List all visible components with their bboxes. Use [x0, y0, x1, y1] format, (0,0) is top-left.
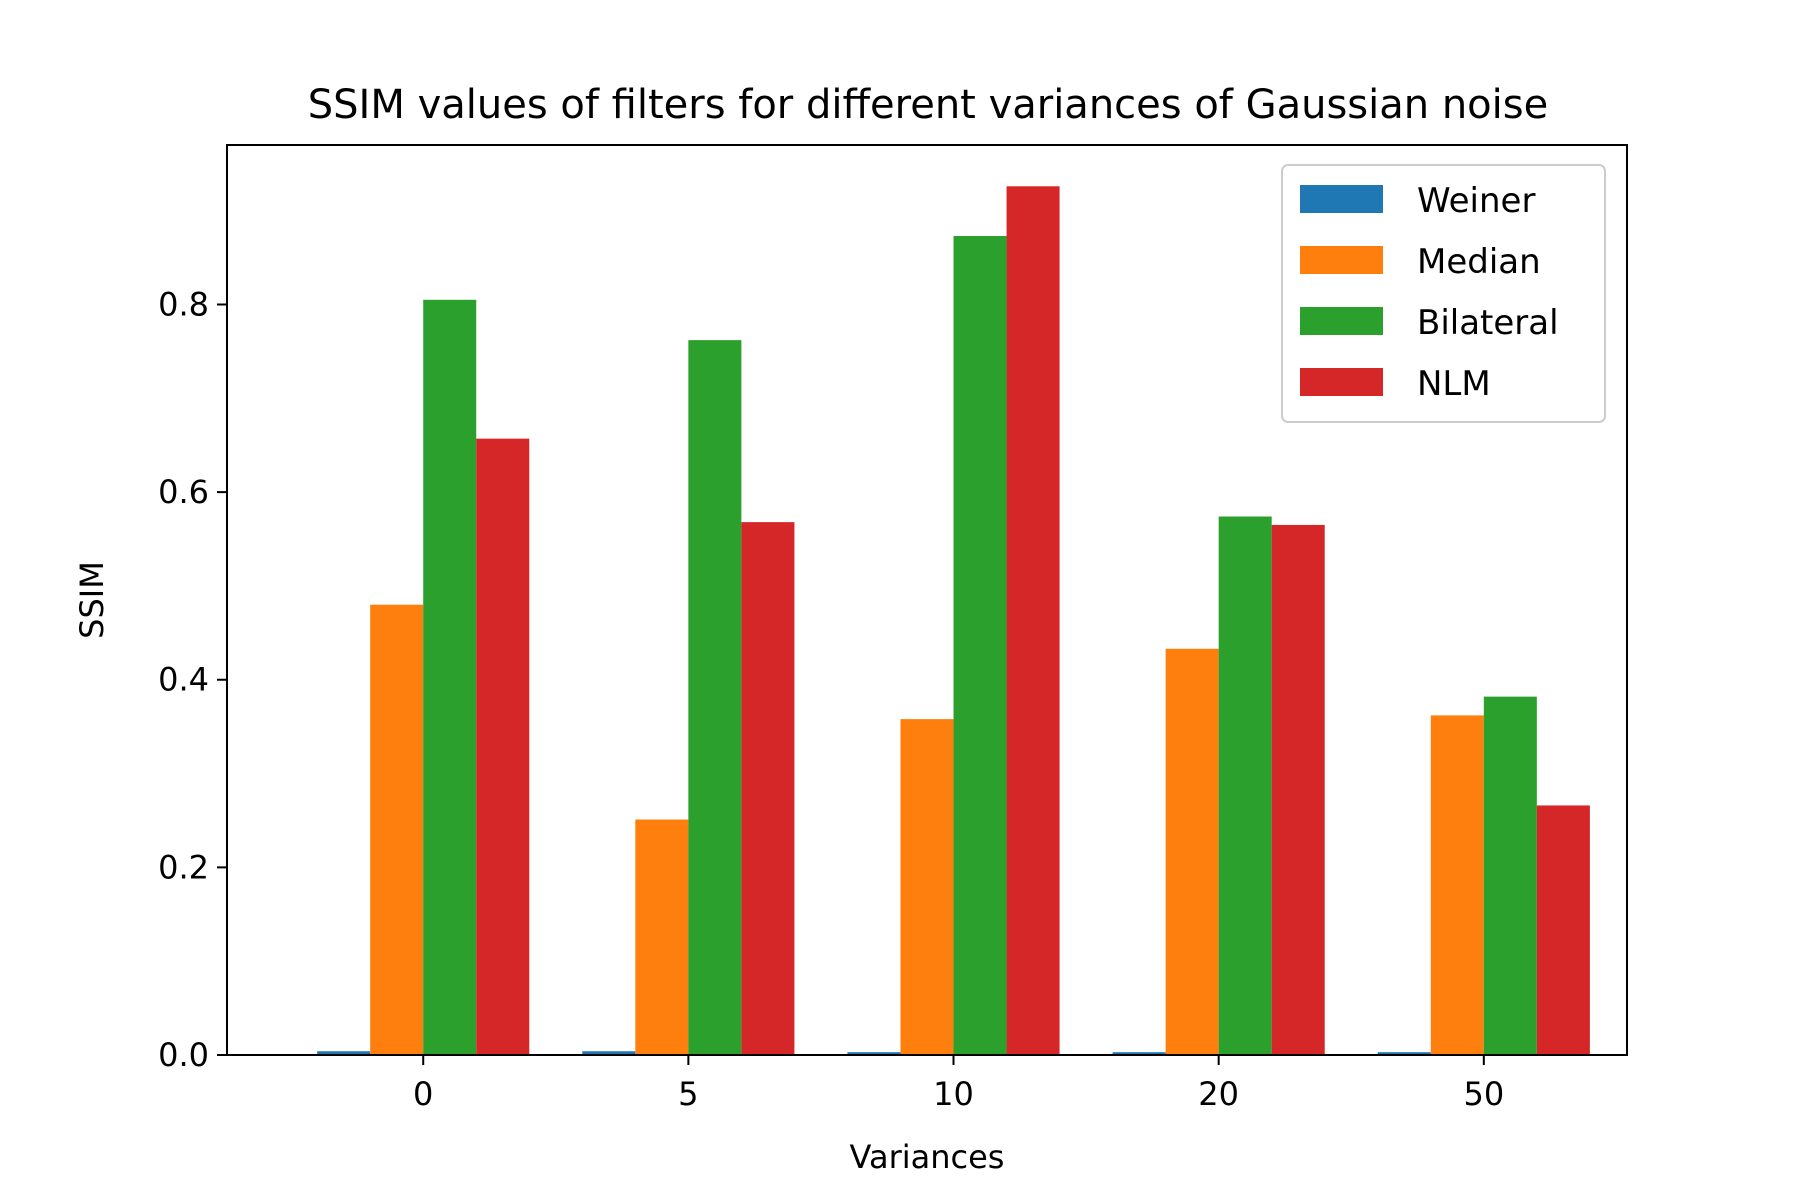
bar-weiner-0: [317, 1051, 371, 1055]
x-axis-label: Variances: [850, 1138, 1005, 1176]
bar-nlm-5: [741, 522, 795, 1055]
bars-layer: [317, 186, 1590, 1055]
x-tick-label: 5: [678, 1075, 698, 1113]
legend-label-median: Median: [1417, 242, 1541, 282]
x-axis-ticks: 0 5 10 20 50: [413, 1055, 1504, 1113]
bar-median-20: [1165, 648, 1219, 1055]
legend-label-nlm: NLM: [1417, 364, 1491, 404]
bar-bilateral-10: [953, 236, 1007, 1055]
plot-frame: [226, 144, 1628, 1056]
bar-nlm-0: [476, 438, 530, 1055]
legend-swatch-nlm: [1300, 368, 1383, 396]
y-tick-label: 0.2: [158, 848, 209, 886]
y-axis-label: SSIM: [73, 561, 111, 639]
x-tick-label: 0: [413, 1075, 433, 1113]
bar-bilateral-5: [688, 340, 742, 1055]
bar-weiner-50: [1377, 1052, 1431, 1055]
bar-weiner-10: [847, 1052, 901, 1055]
legend-label-weiner: Weiner: [1417, 181, 1535, 221]
legend-swatch-median: [1300, 246, 1383, 274]
bar-bilateral-0: [423, 299, 477, 1055]
y-tick-label: 0.8: [158, 285, 209, 323]
legend-swatch-weiner: [1300, 185, 1383, 213]
x-tick-label: 10: [933, 1075, 974, 1113]
y-tick-label: 0.6: [158, 473, 209, 511]
x-tick-label: 20: [1198, 1075, 1239, 1113]
legend-swatch-bilateral: [1300, 307, 1383, 335]
bar-median-0: [370, 604, 424, 1055]
bar-nlm-50: [1536, 805, 1590, 1055]
bar-median-5: [635, 819, 689, 1055]
bar-nlm-20: [1271, 524, 1325, 1055]
y-tick-label: 0.0: [158, 1036, 209, 1074]
x-tick-label: 50: [1463, 1075, 1504, 1113]
y-axis-ticks: 0.0 0.2 0.4 0.6 0.8: [158, 285, 227, 1074]
bar-weiner-5: [582, 1051, 636, 1055]
legend-box: [1281, 164, 1606, 423]
bar-median-10: [900, 719, 954, 1055]
bar-weiner-20: [1112, 1052, 1166, 1055]
chart-title: SSIM values of filters for different var…: [308, 82, 1548, 128]
legend: Weiner Median Bilateral NLM: [1281, 164, 1606, 423]
bar-nlm-10: [1006, 186, 1060, 1055]
bar-bilateral-20: [1218, 516, 1272, 1055]
legend-label-bilateral: Bilateral: [1417, 303, 1559, 343]
bar-bilateral-50: [1483, 696, 1537, 1055]
y-tick-label: 0.4: [158, 661, 209, 699]
bar-median-50: [1430, 715, 1484, 1055]
